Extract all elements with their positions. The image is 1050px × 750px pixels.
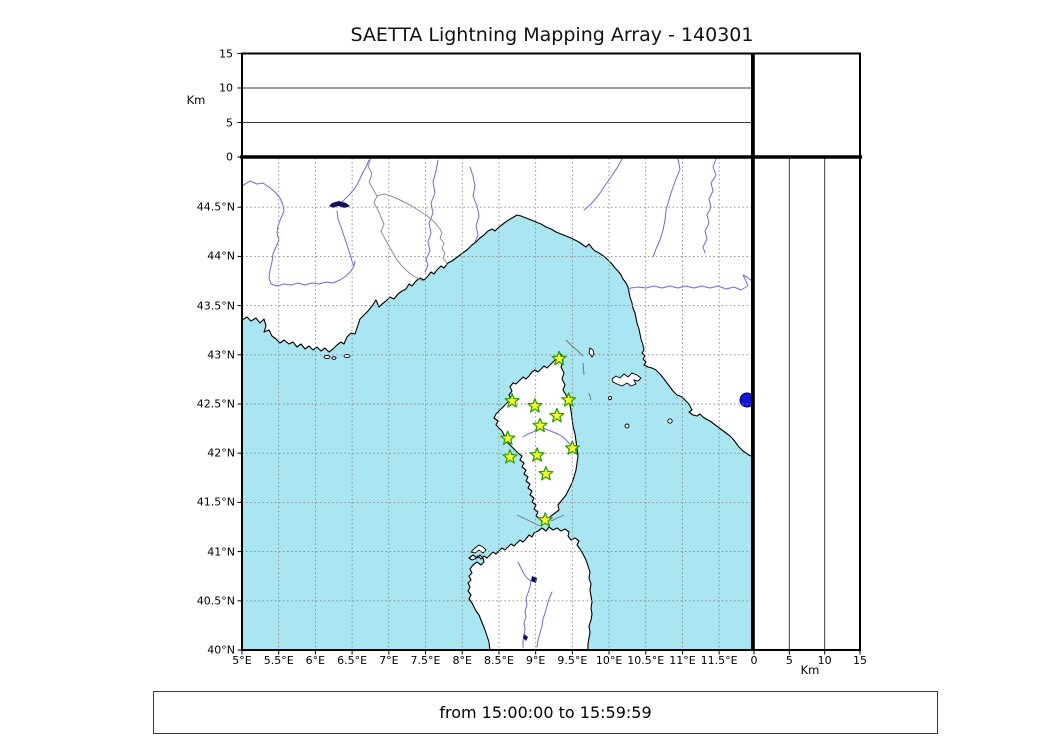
axis-tick-marks (237, 53, 861, 655)
rivers (243, 158, 751, 649)
hyeres-island (323, 355, 331, 359)
giglio-island (667, 418, 673, 424)
map-panel (243, 158, 751, 649)
pianosa-island (624, 423, 630, 429)
station-marker (502, 449, 518, 464)
lake-sardinia-south (523, 634, 528, 641)
elba-island (611, 372, 642, 387)
station-marker (527, 398, 543, 413)
station-marker (561, 392, 577, 407)
time-range-text: from 15:00:00 to 15:59:59 (439, 703, 652, 722)
top-altitude-axis-unit: Km (186, 93, 206, 107)
country-borders (367, 158, 448, 282)
station-marker (532, 417, 548, 433)
maritime-lines (516, 339, 592, 527)
station-marker (537, 512, 553, 527)
lake-bolsena (739, 392, 751, 408)
station-marker (504, 393, 520, 408)
station-marker (564, 440, 580, 455)
hyeres-island (331, 356, 337, 360)
graticule (243, 158, 751, 649)
capraia-island (588, 347, 595, 358)
altitude-latitude-panel (752, 156, 861, 651)
altitude-longitude-panel (241, 52, 753, 158)
lake-serre-poncon (329, 201, 350, 208)
histogram-panel (752, 52, 861, 158)
right-altitude-axis-unit: Km (800, 663, 820, 677)
station-marker (529, 447, 545, 462)
station-marker (500, 430, 516, 445)
station-marker (538, 465, 554, 481)
hyeres-island (343, 354, 351, 358)
station-marker (549, 407, 565, 423)
mainland-coastline (243, 158, 751, 457)
station-markers (500, 350, 580, 527)
lakes (329, 201, 751, 641)
time-range-box: from 15:00:00 to 15:59:59 (153, 691, 938, 734)
panel-gridlines (243, 87, 826, 649)
plot-title: SAETTA Lightning Mapping Array - 140301 (350, 24, 754, 46)
station-marker (551, 350, 567, 366)
